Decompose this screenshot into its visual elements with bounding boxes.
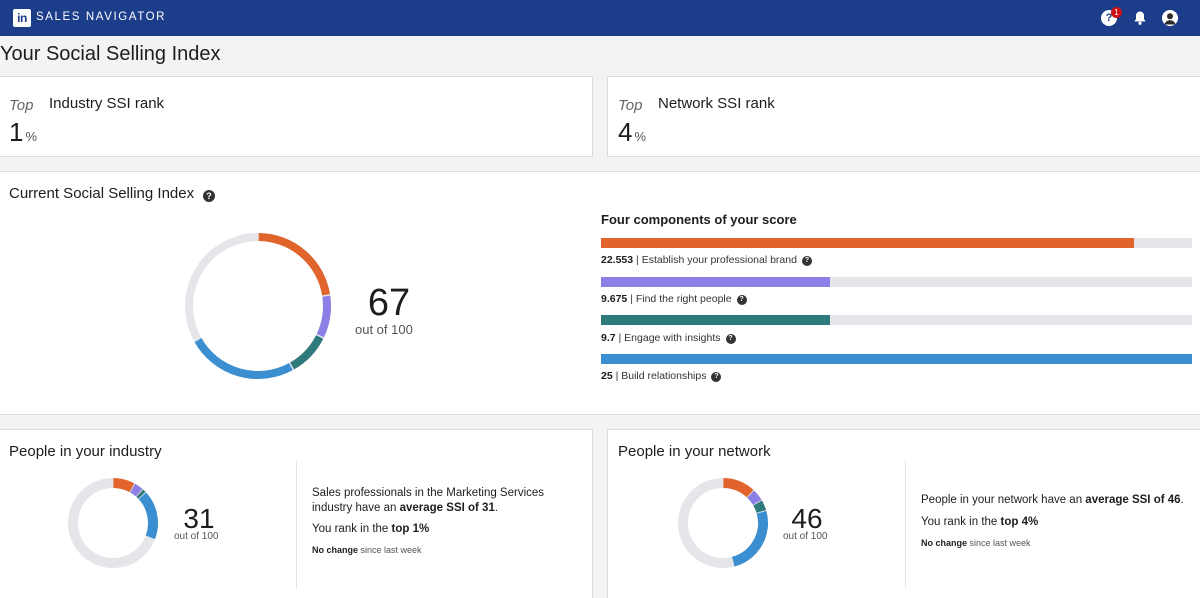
industry-out-of: out of 100 xyxy=(174,531,219,542)
donut-segment xyxy=(258,233,331,296)
rank-title: Network SSI rank xyxy=(658,95,775,112)
donut-segment xyxy=(136,489,146,499)
industry-rank-card: Top Industry SSI rank 1% xyxy=(0,76,593,157)
brand-name[interactable]: SALES NAVIGATOR xyxy=(36,11,167,23)
industry-card: People in your industry 31 out of 100 Sa… xyxy=(0,429,593,598)
network-rank-text: You rank in the top 4% xyxy=(921,516,1039,528)
rank-value: 4% xyxy=(618,117,647,147)
network-description: People in your network have an average S… xyxy=(921,494,1184,506)
network-rank-card: Top Network SSI rank 4% xyxy=(607,76,1200,157)
component-bar xyxy=(601,315,1192,325)
page-title: Your Social Selling Index xyxy=(0,43,221,65)
help-icon[interactable]: ? xyxy=(725,334,736,344)
help-icon[interactable]: ? xyxy=(801,256,812,266)
network-title: People in your network xyxy=(618,443,771,460)
industry-rank-text: You rank in the top 1% xyxy=(312,523,430,535)
help-icon[interactable]: ? xyxy=(203,190,215,202)
industry-description: Sales professionals in the Marketing Ser… xyxy=(312,487,545,514)
donut-segment xyxy=(753,500,767,514)
donut-segment xyxy=(316,295,331,338)
divider xyxy=(905,461,906,588)
components-title: Four components of your score xyxy=(601,212,797,227)
divider xyxy=(296,461,297,588)
help-icon[interactable]: ? xyxy=(736,295,747,305)
avatar[interactable] xyxy=(1162,10,1178,26)
component-bar xyxy=(601,238,1192,248)
ssi-out-of: out of 100 xyxy=(355,322,413,337)
donut-segment xyxy=(194,338,293,379)
network-card: People in your network 46 out of 100 Peo… xyxy=(607,429,1200,598)
ssi-score: 67 xyxy=(367,282,411,324)
donut-segment xyxy=(138,492,158,540)
network-change-text: No change since last week xyxy=(921,538,1031,548)
component-bar xyxy=(601,277,1192,287)
network-out-of: out of 100 xyxy=(783,531,828,542)
rank-title: Industry SSI rank xyxy=(49,95,165,112)
donut-segment xyxy=(130,483,143,497)
industry-title: People in your industry xyxy=(9,443,162,460)
network-donut-chart xyxy=(678,478,768,568)
notification-badge: 1 xyxy=(1111,7,1122,18)
component-label: 22.553 | Establish your professional bra… xyxy=(601,254,812,267)
donut-segment xyxy=(113,478,135,493)
donut-segment xyxy=(731,510,768,567)
donut-segment xyxy=(723,478,754,498)
rank-value: 1% xyxy=(9,117,38,147)
component-label: 9.7 | Engage with insights? xyxy=(601,332,736,345)
network-score: 46 xyxy=(791,503,823,534)
component-bar xyxy=(601,354,1192,364)
industry-change-text: No change since last week xyxy=(312,545,422,555)
bell-icon[interactable] xyxy=(1132,10,1148,26)
industry-score: 31 xyxy=(183,503,215,534)
component-label: 25 | Build relationships? xyxy=(601,370,722,383)
help-icon[interactable]: ? xyxy=(711,372,722,382)
rank-top-label: Top xyxy=(9,97,34,114)
linkedin-logo-icon[interactable]: in xyxy=(13,9,31,27)
donut-segment xyxy=(747,490,762,505)
donut-segment xyxy=(290,334,324,370)
industry-donut-chart xyxy=(68,478,158,568)
rank-top-label: Top xyxy=(618,97,643,114)
current-ssi-card: Current Social Selling Index ? 67 out of… xyxy=(0,171,1200,415)
top-navigation-bar: in SALES NAVIGATOR ? 1 xyxy=(0,0,1200,36)
current-ssi-title: Current Social Selling Index xyxy=(9,185,195,202)
ssi-donut-chart xyxy=(185,233,331,379)
component-label: 9.675 | Find the right people? xyxy=(601,293,747,306)
